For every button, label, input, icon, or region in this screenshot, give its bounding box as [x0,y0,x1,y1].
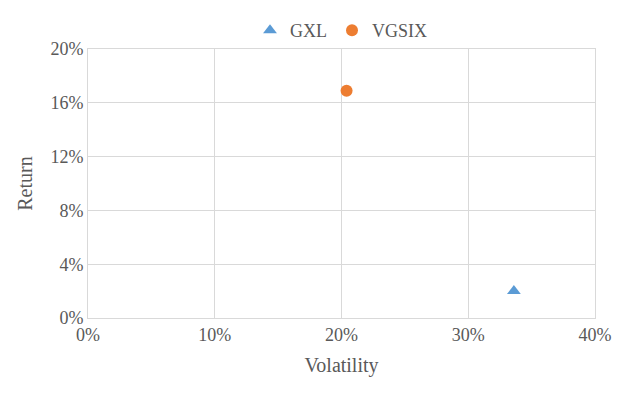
svg-text:20%: 20% [50,39,83,59]
svg-text:VGSIX: VGSIX [372,21,427,41]
svg-text:0%: 0% [76,325,100,345]
svg-text:8%: 8% [59,201,83,221]
svg-text:10%: 10% [198,325,231,345]
svg-text:0%: 0% [59,308,83,328]
svg-text:20%: 20% [325,325,358,345]
svg-text:12%: 12% [50,147,83,167]
svg-text:4%: 4% [59,255,83,275]
svg-text:40%: 40% [579,325,612,345]
svg-text:16%: 16% [50,93,83,113]
svg-text:30%: 30% [452,325,485,345]
svg-text:Volatility: Volatility [304,354,378,377]
svg-text:Return: Return [14,156,36,210]
svg-text:GXL: GXL [290,21,327,41]
